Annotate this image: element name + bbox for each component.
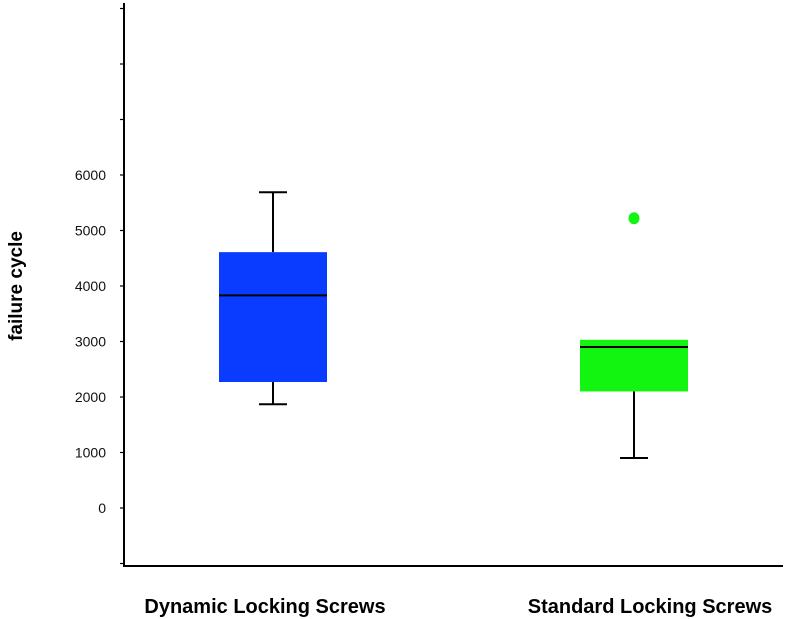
y-axis: 0 1000 2000 3000 4000 5000 6000 xyxy=(75,3,125,566)
category-label-standard: Standard Locking Screws xyxy=(528,596,773,618)
y-tick-label-3000: 3000 xyxy=(75,334,106,350)
y-tick-label-0: 0 xyxy=(98,500,106,516)
outlier-point xyxy=(628,212,640,225)
y-tick-label-6000: 6000 xyxy=(75,167,106,183)
category-label-dynamic: Dynamic Locking Screws xyxy=(144,596,385,618)
y-ticks: 0 1000 2000 3000 4000 5000 6000 xyxy=(75,7,124,565)
y-tick-label-4000: 4000 xyxy=(75,278,106,294)
interquartile-box xyxy=(580,339,688,392)
box-standard xyxy=(580,212,688,460)
interquartile-box xyxy=(219,252,327,383)
y-axis-title: failure cycle xyxy=(6,231,27,341)
boxes xyxy=(219,191,688,460)
y-tick-label-2000: 2000 xyxy=(75,389,106,405)
box-dynamic xyxy=(219,191,327,406)
y-tick-label-5000: 5000 xyxy=(75,223,106,239)
y-tick-label-1000: 1000 xyxy=(75,445,106,461)
